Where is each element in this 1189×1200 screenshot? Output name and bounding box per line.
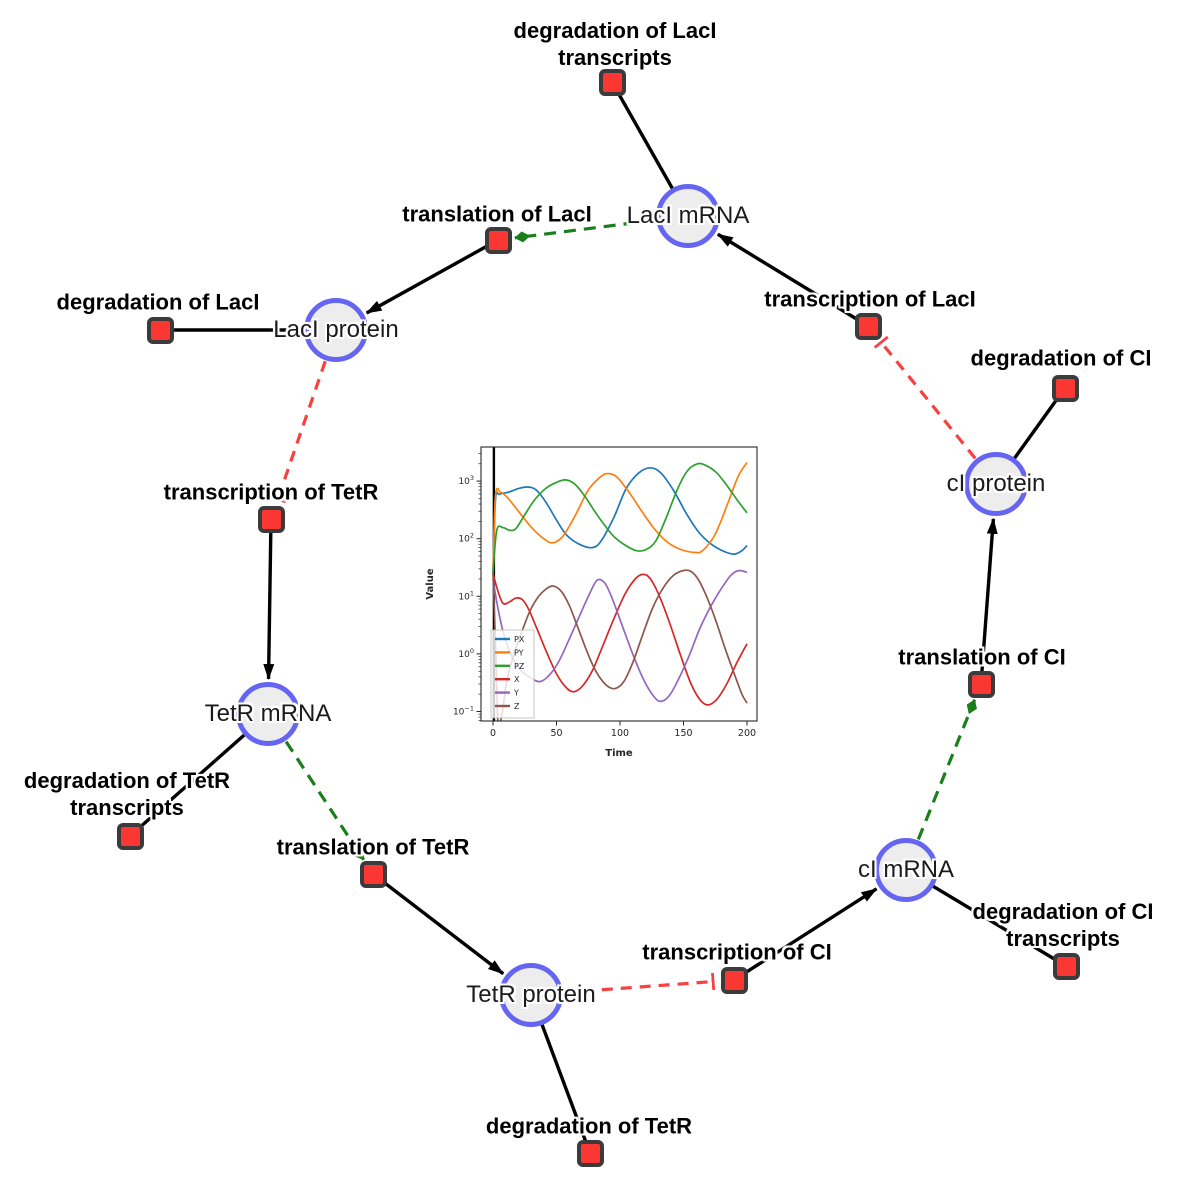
edge-laci_mrna-transl_laci-modifier bbox=[514, 218, 656, 243]
edge-transl_tetr-tetr_prot-production bbox=[371, 872, 505, 976]
series-line-PZ bbox=[492, 462, 748, 574]
series-line-X bbox=[492, 573, 748, 706]
edge-txn_ci-ci_mrna-production bbox=[733, 887, 878, 982]
y-axis-label: Value bbox=[425, 568, 436, 599]
edge-laci_prot-txn_tetr-inhibition bbox=[269, 360, 327, 504]
legend-label-PZ: PZ bbox=[514, 662, 525, 671]
x-axis: 0 50 100 150 200 bbox=[490, 721, 756, 739]
inset-plot: 0 50 100 150 200 10−1 100 101 102 103 Time Value… bbox=[425, 446, 758, 759]
legend: PX PY PZ XYZ bbox=[490, 629, 535, 719]
y-tick-label: 102 bbox=[458, 532, 474, 545]
reaction-node-deg_tetr[interactable] bbox=[577, 1140, 604, 1167]
y-tick-label: 100 bbox=[458, 647, 474, 660]
legend-label-Y: Y bbox=[513, 689, 519, 698]
legend-label-PX: PX bbox=[514, 635, 525, 644]
series-line-PY bbox=[492, 462, 748, 574]
edge-txn_laci-laci_mrna-production bbox=[716, 232, 869, 328]
edge-tetr_mrna-transl_tetr-modifier bbox=[284, 740, 366, 861]
edge-transl_ci-ci_prot-production bbox=[979, 517, 998, 685]
x-axis-label: Time bbox=[605, 748, 633, 759]
edge-tetr_prot-txn_ci-inhibition bbox=[563, 972, 716, 995]
edge-ci_prot-txn_laci-inhibition bbox=[873, 335, 977, 460]
x-tick-label: 0 bbox=[490, 728, 496, 739]
edge-ci_mrna-transl_ci-modifier bbox=[916, 699, 977, 840]
reaction-node-deg_laci_tx[interactable] bbox=[599, 69, 626, 96]
y-tick-label: 10−1 bbox=[453, 705, 474, 718]
reaction-node-txn_laci[interactable] bbox=[855, 313, 882, 340]
species-node-tetr_mrna[interactable] bbox=[236, 682, 300, 746]
legend-label-X: X bbox=[514, 675, 520, 684]
reaction-node-txn_ci[interactable] bbox=[721, 967, 748, 994]
y-tick-label: 103 bbox=[458, 474, 474, 487]
edge-txn_tetr-tetr_mrna-production bbox=[263, 518, 275, 681]
reaction-node-deg_ci[interactable] bbox=[1052, 375, 1079, 402]
y-axis: 10−1 100 101 102 103 bbox=[453, 474, 481, 718]
y-tick-label: 101 bbox=[458, 589, 474, 602]
reaction-node-transl_laci[interactable] bbox=[485, 227, 512, 254]
species-node-ci_mrna[interactable] bbox=[874, 838, 938, 902]
legend-label-PY: PY bbox=[514, 648, 524, 657]
reaction-node-txn_tetr[interactable] bbox=[258, 506, 285, 533]
reaction-node-deg_tetr_tx[interactable] bbox=[117, 823, 144, 850]
reaction-node-deg_laci[interactable] bbox=[147, 317, 174, 344]
species-node-ci_prot[interactable] bbox=[964, 452, 1028, 516]
plot-frame bbox=[480, 446, 758, 722]
reaction-node-transl_ci[interactable] bbox=[968, 671, 995, 698]
x-tick-label: 50 bbox=[550, 728, 562, 739]
reaction-node-deg_ci_tx[interactable] bbox=[1053, 953, 1080, 980]
x-tick-label: 150 bbox=[674, 728, 692, 739]
species-node-tetr_prot[interactable] bbox=[499, 963, 563, 1027]
legend-label-Z: Z bbox=[514, 702, 520, 711]
legend-box bbox=[490, 629, 535, 719]
edge-transl_laci-laci_prot-production bbox=[365, 238, 499, 315]
reaction-node-transl_tetr[interactable] bbox=[360, 861, 387, 888]
species-node-laci_mrna[interactable] bbox=[656, 184, 720, 248]
species-node-laci_prot[interactable] bbox=[304, 298, 368, 362]
x-tick-label: 100 bbox=[611, 728, 629, 739]
x-tick-label: 200 bbox=[738, 728, 756, 739]
